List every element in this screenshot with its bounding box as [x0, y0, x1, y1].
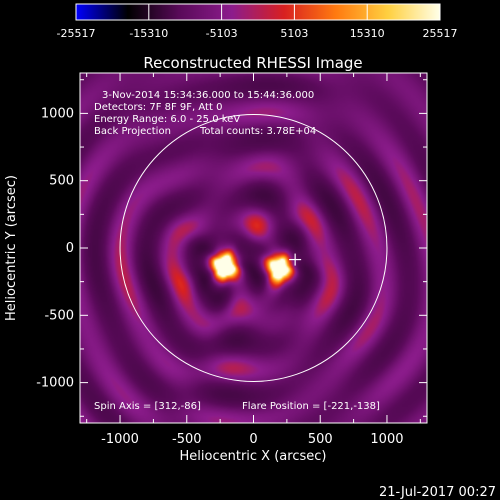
y-tick-label-1: -500	[44, 308, 74, 323]
footer-date: 21-Jul-2017 00:27	[379, 485, 496, 500]
colorbar-tick-label-2: -5103	[206, 27, 238, 40]
colorbar	[75, 3, 441, 21]
x-tick-label-2: 0	[249, 432, 257, 447]
y-tick-label-4: 1000	[41, 106, 74, 121]
y-tick-label-3: 500	[49, 174, 74, 189]
annotation-energy: Energy Range: 6.0 - 25.0 keV	[94, 114, 240, 125]
colorbar-tick-label-0: -25517	[57, 27, 96, 40]
y-tick-label-0: -1000	[36, 376, 74, 391]
colorbar-tick-label-1: -15310	[129, 27, 168, 40]
colorbar-tick-label-3: 5103	[280, 27, 308, 40]
solar-limb-circle	[119, 114, 388, 382]
annotation-flare-position: Flare Position = [-221,-138]	[242, 401, 380, 412]
chart-title: Reconstructed RHESSI Image	[143, 54, 362, 72]
colorbar-tick-label-5: 25517	[423, 27, 458, 40]
x-axis-label: Heliocentric X (arcsec)	[180, 449, 327, 464]
heatmap-image	[80, 73, 427, 423]
annotation-spin-axis: Spin Axis = [312,-86]	[94, 401, 201, 412]
annotation-method: Back Projection	[94, 126, 171, 137]
y-axis-label: Heliocentric Y (arcsec)	[4, 175, 19, 321]
annotation-counts: Total counts: 3.78E+04	[199, 126, 316, 137]
position-marker	[289, 253, 302, 266]
x-tick-label-3: 500	[308, 432, 333, 447]
x-tick-label-1: -500	[172, 432, 202, 447]
colorbar-ticks	[75, 4, 441, 20]
annotation-detectors: Detectors: 7F 8F 9F, Att 0	[94, 102, 222, 113]
x-tick-label-0: -1000	[101, 432, 139, 447]
axis-ticks	[80, 73, 427, 423]
x-tick-label-4: 1000	[370, 432, 403, 447]
annotation-time: 3-Nov-2014 15:34:36.000 to 15:44:36.000	[102, 90, 314, 101]
colorbar-tick-label-4: 15310	[350, 27, 385, 40]
y-tick-label-2: 0	[66, 241, 74, 256]
